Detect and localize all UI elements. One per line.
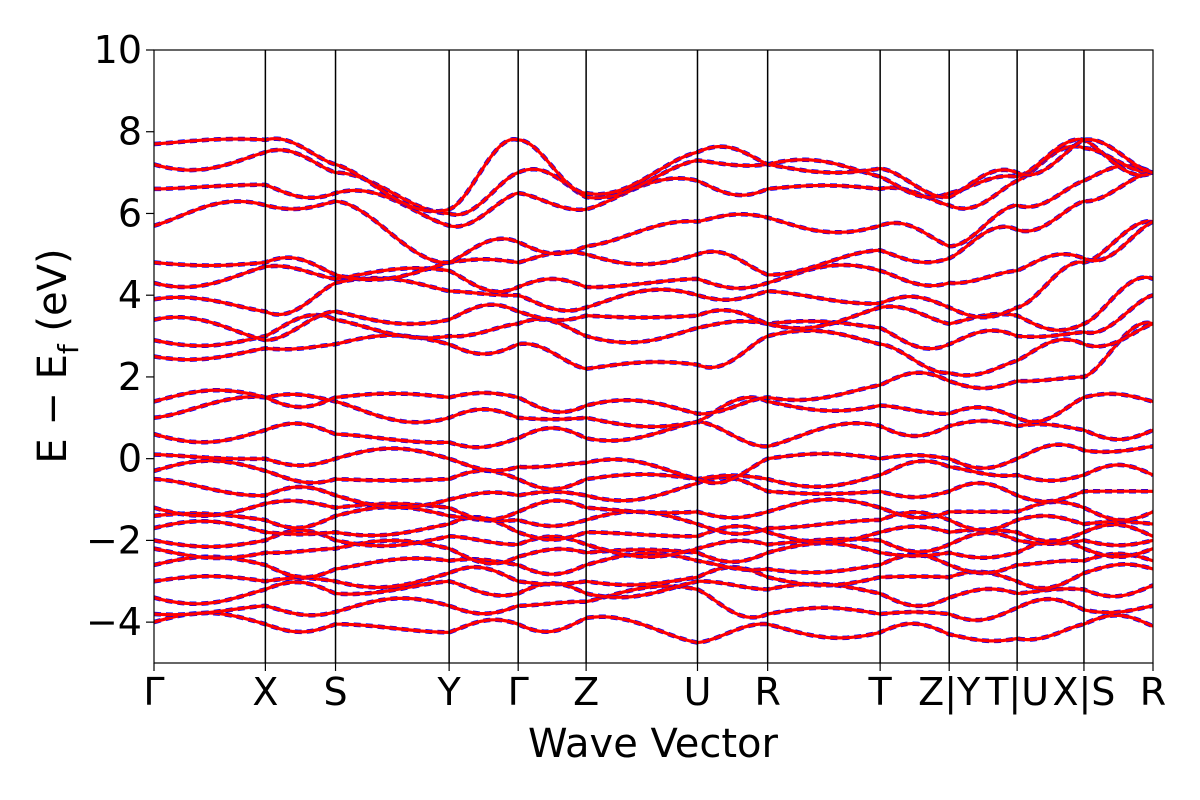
x-tick-label: Γ — [508, 670, 529, 714]
band-line-red — [154, 144, 1153, 229]
x-tick-label: Y — [437, 670, 462, 714]
x-tick-label: Z|Y — [918, 670, 981, 715]
x-tick-label: X|S — [1052, 670, 1115, 715]
x-axis-title: Wave Vector — [528, 721, 779, 767]
y-tick-label: −2 — [86, 518, 142, 562]
y-tick-label: 0 — [118, 437, 142, 481]
band-line-blue — [154, 320, 1153, 417]
x-tick-label: T — [868, 670, 893, 714]
y-axis-title-space — [30, 332, 76, 345]
y-tick-label: 10 — [94, 28, 142, 72]
y-axis-ticks: −4 −2 0 2 4 6 8 10 — [86, 28, 154, 644]
y-axis-title: E − Ef (eV) — [30, 248, 85, 463]
x-tick-label: U — [684, 670, 712, 714]
band-line-red — [154, 611, 1153, 645]
y-tick-label: 6 — [118, 191, 142, 235]
y-axis-title-main: E − E — [30, 354, 76, 464]
band-line-red — [154, 137, 1153, 217]
x-tick-label: R — [754, 670, 780, 714]
high-symmetry-lines — [264, 50, 1085, 663]
x-tick-label: X — [252, 670, 278, 714]
y-axis-title-unit: (eV) — [30, 248, 76, 331]
bands-layer — [154, 136, 1153, 645]
y-tick-label: 2 — [118, 355, 142, 399]
band-line-red — [154, 220, 1153, 294]
y-axis-title-subscript: f — [52, 343, 85, 354]
band-line-red — [154, 321, 1153, 416]
plot-frame — [153, 49, 1154, 664]
x-tick-label: R — [1140, 670, 1166, 714]
y-tick-label: 4 — [118, 273, 142, 317]
x-tick-label: Γ — [143, 670, 164, 714]
x-axis-ticks: Γ X S Y Γ Z U R T Z|Y T|U X|S R — [143, 663, 1166, 715]
y-tick-label: −4 — [86, 600, 142, 644]
x-tick-label: Z — [573, 670, 599, 714]
y-tick-label: 8 — [118, 110, 142, 154]
x-tick-label: T|U — [984, 670, 1049, 715]
band-line-blue — [154, 144, 1153, 229]
y-axis-title-group: E − Ef (eV) — [30, 248, 85, 463]
x-tick-label: S — [323, 670, 347, 714]
